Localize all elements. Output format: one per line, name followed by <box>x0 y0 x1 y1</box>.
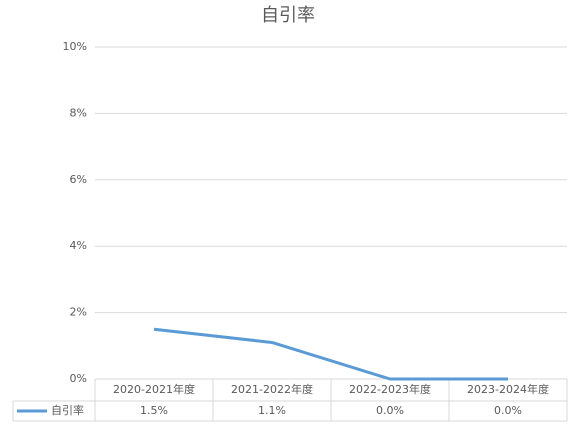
x-tick-label: 2020-2021年度 <box>113 382 195 396</box>
legend-label: 自引率 <box>51 403 84 417</box>
value-label: 0.0% <box>494 404 522 417</box>
x-tick-label: 2021-2022年度 <box>231 382 313 396</box>
value-label: 0.0% <box>376 404 404 417</box>
y-tick-label: 6% <box>70 173 87 186</box>
x-tick-label: 2023-2024年度 <box>467 382 549 396</box>
y-tick-label: 0% <box>70 372 87 385</box>
value-label: 1.5% <box>140 404 168 417</box>
y-tick-label: 10% <box>63 40 87 53</box>
y-tick-label: 2% <box>70 306 87 319</box>
value-label: 1.1% <box>258 404 286 417</box>
y-tick-label: 8% <box>70 106 87 119</box>
chart-title: 自引率 <box>261 5 315 26</box>
series-line <box>153 327 508 381</box>
y-tick-label: 4% <box>70 239 87 252</box>
x-tick-label: 2022-2023年度 <box>349 382 431 396</box>
